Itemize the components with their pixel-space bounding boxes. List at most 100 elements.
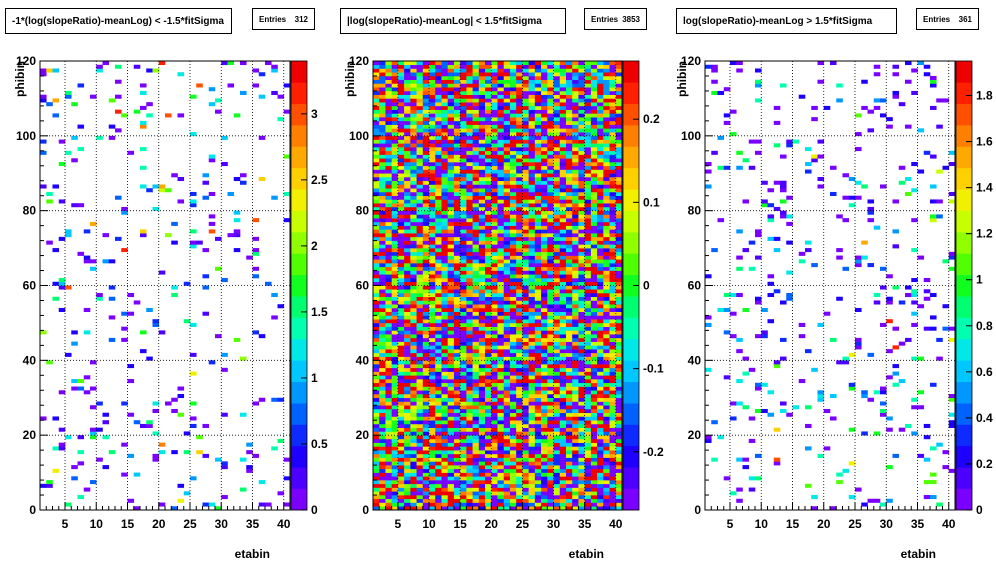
panel2-cell [453, 334, 461, 339]
panel1-cell [52, 296, 60, 301]
panel2-cell [429, 165, 436, 170]
panel2-cell [485, 394, 492, 399]
panel2-cell [572, 248, 579, 253]
panel2-cell [516, 240, 523, 245]
panel2-cell [410, 465, 417, 470]
panel2-cell [422, 251, 430, 256]
panel2-cell [410, 364, 417, 369]
panel2-cell [485, 345, 492, 350]
panel2-cell [578, 98, 585, 103]
panel2-cell [597, 150, 604, 155]
panel2-cell [590, 180, 598, 185]
panel1-cell [277, 491, 285, 496]
panel2-cell [435, 139, 442, 144]
panel1-cell [190, 203, 197, 208]
panel2-cell [373, 352, 380, 357]
panel2-cell [453, 285, 461, 290]
panel2-stats-label: Entries [591, 14, 619, 24]
panel2-cell [385, 431, 392, 436]
panel2-cell [391, 423, 399, 428]
panel2-cell [422, 124, 430, 129]
panel2-cell [385, 480, 392, 485]
panel2-cell [590, 135, 598, 140]
panel2-cell [478, 472, 486, 477]
panel2-cell [590, 446, 598, 451]
panel2-cell [397, 154, 405, 159]
panel2-cell [410, 457, 417, 462]
panel2-cell [435, 375, 442, 380]
panel2-cell [466, 147, 473, 152]
panel2-cell [404, 296, 411, 301]
panel2-cell [559, 278, 567, 283]
panel1-cell [58, 307, 66, 312]
panel2-cell [472, 94, 480, 99]
panel2-cell [572, 423, 579, 428]
panel2-cell [597, 345, 604, 350]
panel2-cell [429, 128, 436, 133]
panel2-cell [478, 307, 486, 312]
panel2-cell [497, 120, 505, 125]
panel2-cell [553, 139, 561, 144]
panel2-cell [466, 158, 473, 163]
panel2-cell [497, 105, 505, 110]
panel2-cell [453, 446, 461, 451]
panel2-cell [534, 487, 542, 492]
panel2-cell [404, 304, 411, 309]
panel2-cell [385, 420, 392, 425]
panel2-cell [485, 465, 492, 470]
panel2-cell [391, 431, 399, 436]
panel2-cell [559, 307, 567, 312]
panel2-cell [422, 176, 430, 182]
panel2-cell [491, 221, 498, 226]
panel2-cell [578, 495, 585, 500]
panel2-cell [410, 352, 417, 357]
panel2-cell [397, 117, 405, 122]
panel2-cell [534, 191, 542, 196]
panel2-cell [565, 453, 573, 458]
panel2-cell [485, 195, 492, 200]
panel2-cell [584, 128, 592, 133]
panel2-cell [509, 457, 517, 462]
panel2-cell [522, 285, 529, 290]
panel2-cell [397, 72, 405, 77]
panel2-cell [379, 203, 386, 208]
panel2-cell [466, 349, 473, 354]
panel2-cell [441, 270, 448, 275]
panel2-cell [547, 435, 554, 440]
panel2-cell [578, 270, 585, 275]
panel1-cell [158, 442, 166, 447]
panel2-cell [603, 416, 610, 421]
panel2-cell [379, 483, 386, 488]
panel2-cell [447, 255, 455, 260]
panel2-cell [534, 394, 542, 399]
panel2-cell [584, 412, 592, 417]
panel2-cell [584, 139, 592, 144]
panel2-cell [553, 315, 561, 320]
panel2-cell [460, 75, 467, 81]
panel2-cell [466, 165, 473, 170]
panel2-cell [453, 195, 461, 200]
panel2-cell [572, 438, 579, 443]
panel2-cell [503, 259, 511, 264]
panel2-cell [397, 315, 405, 320]
panel2-cell [541, 442, 548, 447]
panel1-cell [108, 285, 116, 290]
panel2-cell [404, 266, 411, 271]
panel2-cell [478, 450, 486, 455]
panel2-cell [584, 498, 592, 503]
panel2-cell [466, 255, 473, 260]
panel2-cell [584, 75, 592, 81]
panel2-cell [590, 244, 598, 249]
panel2-cell [472, 124, 480, 129]
panel1-cell [71, 330, 78, 335]
panel2-cell [385, 68, 392, 73]
panel2-cell [441, 307, 448, 312]
panel2-cell [503, 203, 511, 208]
panel2-cell [590, 150, 598, 155]
panel2-cell [509, 435, 517, 440]
panel2-cell [541, 176, 548, 182]
panel2-cell [503, 431, 511, 436]
panel2-cell [422, 128, 430, 133]
panel2-cell [559, 210, 567, 215]
panel2-cell [547, 143, 554, 148]
